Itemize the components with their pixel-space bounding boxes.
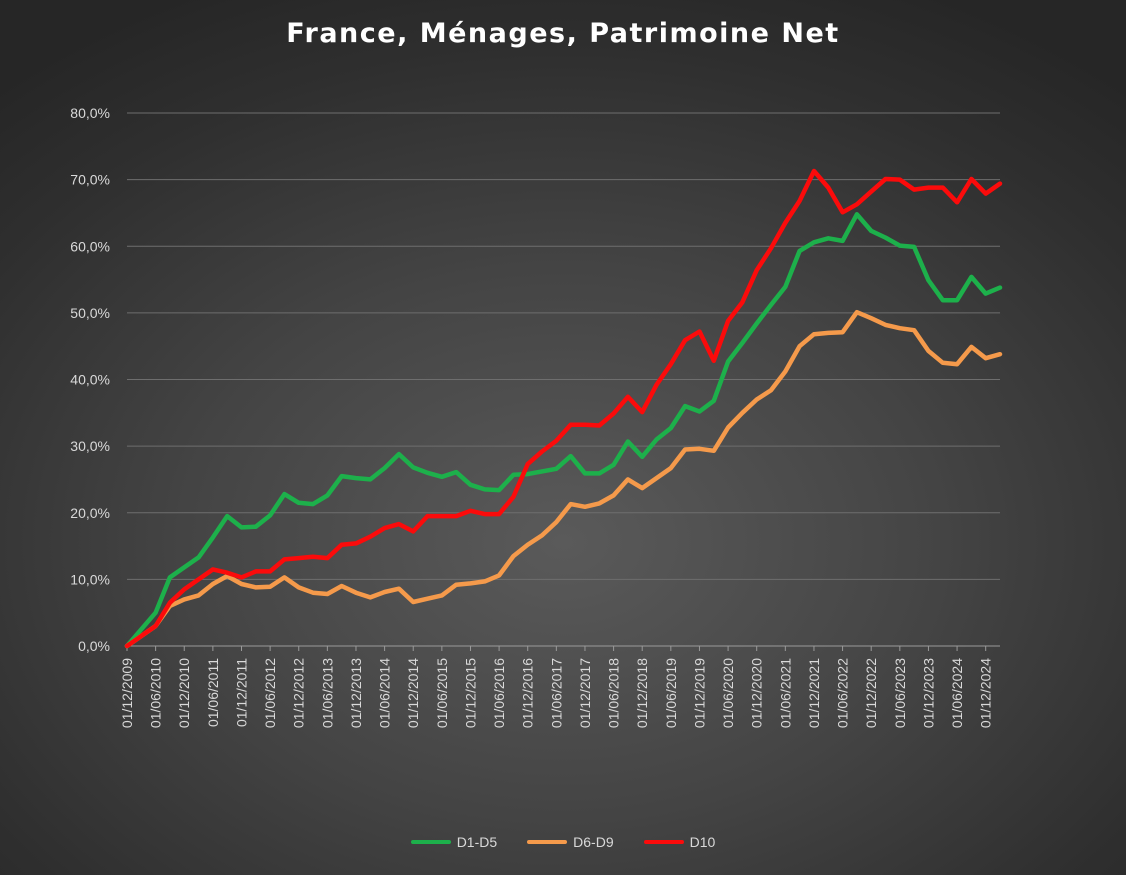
- x-tick-label: 01/12/2009: [119, 658, 135, 728]
- legend-label: D10: [689, 834, 716, 850]
- x-tick-label: 01/06/2010: [148, 658, 164, 728]
- x-tick-label: 01/12/2010: [176, 658, 192, 728]
- x-tick-label: 01/06/2014: [377, 658, 393, 728]
- x-tick-label: 01/06/2017: [548, 658, 564, 728]
- gridlines: [127, 112, 1000, 580]
- x-tick-label: 01/12/2014: [405, 658, 421, 728]
- x-tick-label: 01/06/2024: [949, 658, 965, 728]
- x-tick-label: 01/12/2016: [520, 658, 536, 728]
- y-tick-label: 20,0%: [70, 505, 110, 521]
- series-line-d1-d5: [124, 212, 1003, 649]
- x-tick-label: 01/06/2011: [205, 658, 221, 727]
- legend-item-d10: D10: [643, 834, 716, 850]
- y-tick-label: 0,0%: [78, 638, 110, 654]
- x-tick-label: 01/12/2018: [634, 658, 650, 728]
- x-tick-label: 01/06/2013: [319, 658, 335, 728]
- x-tick-label: 01/12/2021: [806, 658, 822, 728]
- chart-legend: D1-D5 D6-D9 D10: [0, 834, 1126, 850]
- chart-title: France, Ménages, Patrimoine Net: [286, 18, 840, 49]
- x-tick-label: 01/12/2019: [691, 658, 707, 728]
- y-tick-label: 60,0%: [70, 238, 110, 254]
- x-tick-label: 01/06/2022: [835, 658, 851, 728]
- x-axis: [126, 645, 1000, 651]
- x-tick-label: 01/12/2023: [920, 658, 936, 728]
- y-axis-tick-labels: 0,0% 10,0% 20,0% 30,0% 40,0% 50,0% 60,0% 70,0% 8…: [70, 105, 110, 654]
- x-tick-label: 01/12/2022: [863, 658, 879, 728]
- y-tick-label: 30,0%: [70, 438, 110, 454]
- y-tick-label: 50,0%: [70, 305, 110, 321]
- legend-label: D6-D9: [573, 834, 614, 850]
- x-tick-label: 01/06/2012: [262, 658, 278, 728]
- legend-label: D1-D5: [456, 834, 498, 850]
- x-tick-label: 01/06/2016: [491, 658, 507, 728]
- x-tick-label: 01/06/2021: [777, 658, 793, 728]
- x-tick-label: 01/12/2011: [233, 658, 249, 727]
- y-tick-label: 10,0%: [70, 571, 110, 587]
- x-tick-label: 01/12/2024: [978, 658, 994, 728]
- x-tick-label: 01/06/2018: [606, 658, 622, 728]
- x-tick-label: 01/12/2017: [577, 658, 593, 728]
- x-tick-label: 01/12/2013: [348, 658, 364, 728]
- legend-swatch: [643, 840, 684, 844]
- x-tick-label: 01/12/2012: [291, 658, 307, 728]
- series-lines: [124, 168, 1003, 649]
- x-tick-label: 01/06/2020: [720, 658, 736, 728]
- x-axis-tick-labels: 01/12/2009 01/06/2010 01/12/2010 01/06/2011…: [119, 658, 994, 728]
- legend-swatch: [410, 840, 451, 844]
- legend-swatch: [527, 840, 568, 844]
- x-tick-label: 01/12/2020: [749, 658, 765, 728]
- x-tick-label: 01/06/2015: [434, 658, 450, 728]
- x-tick-label: 01/06/2019: [663, 658, 679, 728]
- y-tick-label: 70,0%: [70, 172, 110, 188]
- series-line-d10: [124, 168, 1003, 649]
- series-line-d6-d9: [124, 309, 1003, 649]
- x-tick-label: 01/12/2015: [462, 658, 478, 728]
- legend-item-d1-d5: D1-D5: [410, 834, 498, 850]
- x-tick-label: 01/06/2023: [892, 658, 908, 728]
- y-tick-label: 80,0%: [70, 105, 110, 121]
- y-tick-label: 40,0%: [70, 372, 110, 388]
- legend-item-d6-d9: D6-D9: [527, 834, 614, 850]
